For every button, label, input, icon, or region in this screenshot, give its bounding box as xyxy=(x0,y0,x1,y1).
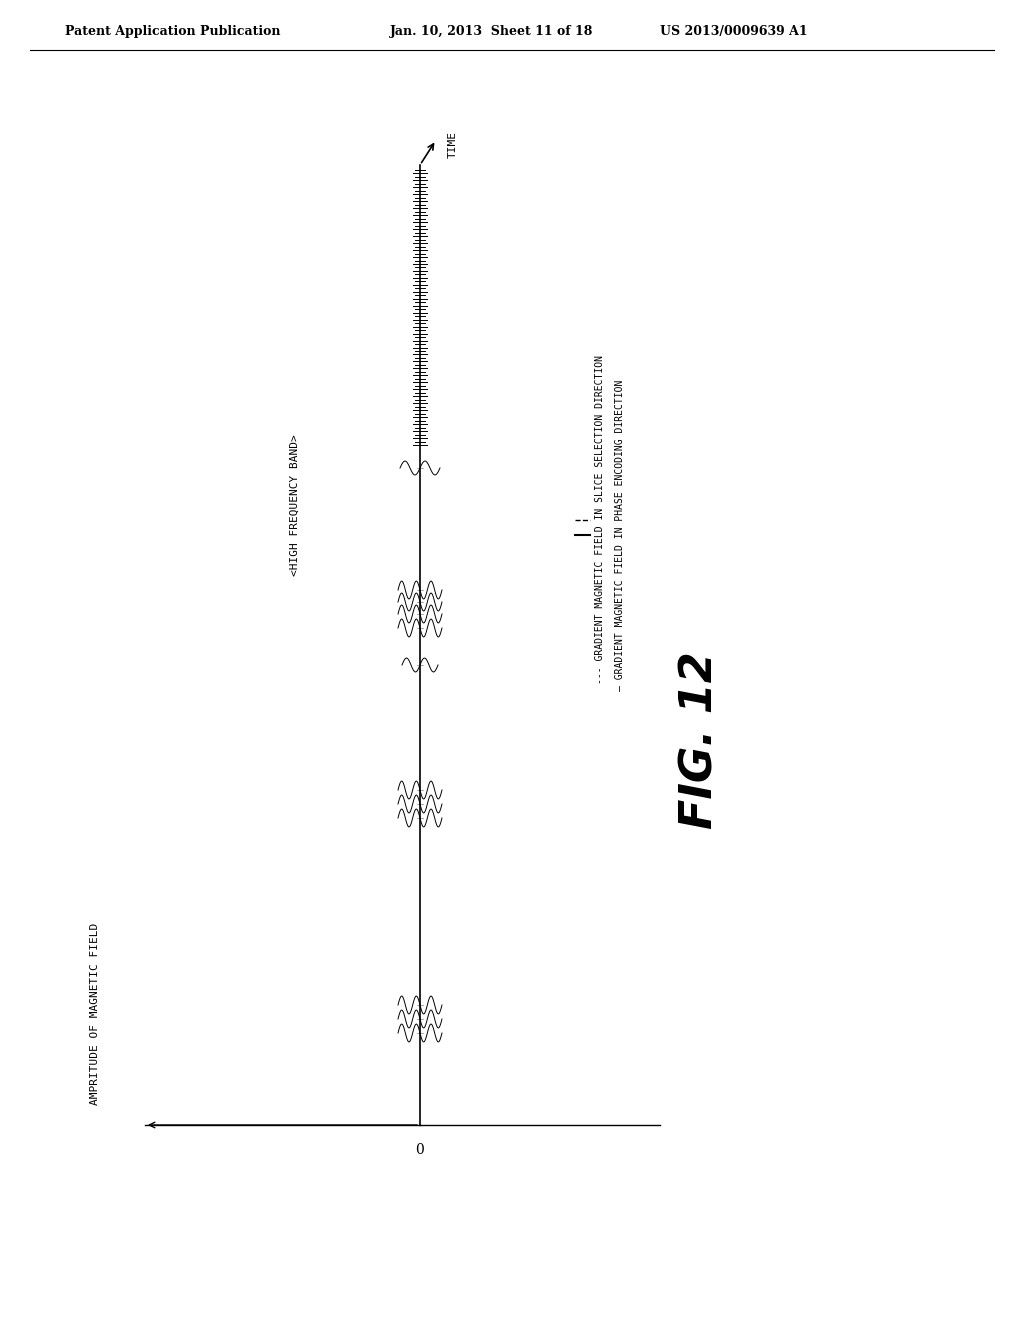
Text: Jan. 10, 2013  Sheet 11 of 18: Jan. 10, 2013 Sheet 11 of 18 xyxy=(390,25,593,38)
Text: — GRADIENT MAGNETIC FIELD IN PHASE ENCODING DIRECTION: — GRADIENT MAGNETIC FIELD IN PHASE ENCOD… xyxy=(615,379,625,690)
Text: 0: 0 xyxy=(416,1143,424,1158)
Text: FIG. 12: FIG. 12 xyxy=(679,651,722,829)
Text: --- GRADIENT MAGNETIC FIELD IN SLICE SELECTION DIRECTION: --- GRADIENT MAGNETIC FIELD IN SLICE SEL… xyxy=(595,355,605,685)
Text: Patent Application Publication: Patent Application Publication xyxy=(65,25,281,38)
Text: <HIGH FREQUENCY BAND>: <HIGH FREQUENCY BAND> xyxy=(290,434,300,576)
Text: US 2013/0009639 A1: US 2013/0009639 A1 xyxy=(660,25,808,38)
Text: TIME: TIME xyxy=(449,132,458,158)
Text: AMPRITUDE OF MAGNETIC FIELD: AMPRITUDE OF MAGNETIC FIELD xyxy=(90,923,100,1105)
